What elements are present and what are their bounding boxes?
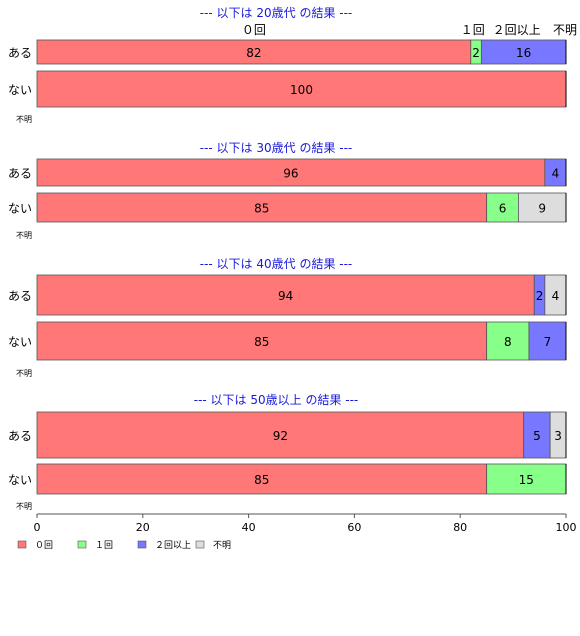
data-label: 2 [472,46,480,60]
data-label: 85 [254,335,269,349]
segment-header-label: ２回以上 [493,23,541,37]
row-label: 不明 [16,502,32,511]
data-label: 15 [519,473,534,487]
bar-segment [480,39,567,65]
data-label: 96 [283,167,298,181]
legend-swatch [17,540,27,549]
row-label: ある [8,289,32,303]
segment-header-label: 不明 [553,23,577,37]
row-label: 不明 [16,115,32,124]
row-label: ある [8,167,32,181]
bar-segment [528,321,567,361]
legend-label: ０回 [35,540,53,551]
data-label: 8 [504,335,512,349]
row-label: ない [8,473,32,487]
panel-title: --- 以下は 40歳代 の結果 --- [200,257,353,271]
data-label: 5 [533,429,541,443]
x-tick-label: 20 [136,521,150,534]
data-label: 16 [516,46,531,60]
panel-title: --- 以下は 50歳以上 の結果 --- [194,393,359,407]
bar-segment [523,411,551,459]
legend-swatch [137,540,147,549]
bar-segment [36,463,488,495]
data-label: 3 [554,429,562,443]
data-label: 85 [254,473,269,487]
bar-segment [486,321,530,361]
legend-label: ２回以上 [155,540,191,551]
data-label: 7 [544,335,552,349]
x-tick-label: 60 [347,521,361,534]
row-label: ある [8,429,32,443]
bar-segment [36,192,488,223]
bar-segment [36,411,525,459]
bar-segment [517,192,567,223]
row-label: 不明 [16,369,32,378]
data-label: 9 [538,202,546,216]
row-label: ある [8,46,32,60]
bar-segment [36,70,567,108]
legend-label: 不明 [213,540,231,551]
data-label: 94 [278,289,293,303]
data-label: 4 [552,167,560,181]
row-label: 不明 [16,231,32,240]
data-label: 2 [536,289,544,303]
bar-segment [36,321,488,361]
panel-title: --- 以下は 30歳代 の結果 --- [200,141,353,155]
row-label: ない [8,202,32,216]
x-tick-label: 80 [453,521,467,534]
bar-segment [486,192,519,223]
data-label: 6 [499,202,507,216]
row-label: ない [8,83,32,97]
x-tick-label: 40 [242,521,256,534]
bar-segment [36,39,472,65]
data-label: 100 [290,83,313,97]
segment-header-label: １回 [461,23,485,37]
row-label: ない [8,335,32,349]
data-label: 85 [254,202,269,216]
panel-title: --- 以下は 20歳代 の結果 --- [200,6,353,20]
data-label: 4 [552,289,560,303]
legend-label: １回 [95,540,113,551]
data-label: 82 [246,46,261,60]
x-tick-label: 0 [34,521,41,534]
data-label: 92 [273,429,288,443]
legend-swatch [77,540,87,549]
segment-header-label: ０回 [242,23,266,37]
legend-swatch [195,540,205,549]
x-tick-label: 100 [556,521,577,534]
bar-segment [36,274,535,316]
